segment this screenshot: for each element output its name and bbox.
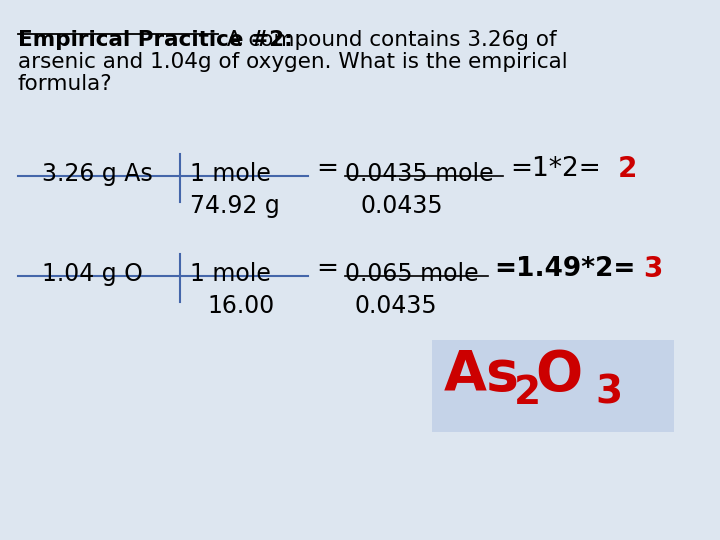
Text: =1.49*2=: =1.49*2=: [494, 256, 635, 282]
Text: 0.065 mole: 0.065 mole: [345, 262, 479, 286]
Text: formula?: formula?: [18, 74, 112, 94]
Text: 0.0435: 0.0435: [355, 294, 438, 318]
Text: =: =: [316, 156, 338, 182]
Text: 0.0435: 0.0435: [360, 194, 443, 218]
Text: Empirical Pracitice #2:: Empirical Pracitice #2:: [18, 30, 292, 50]
Text: 1.04 g O: 1.04 g O: [42, 262, 143, 286]
Text: 3.26 g As: 3.26 g As: [42, 162, 153, 186]
Text: 2: 2: [618, 155, 637, 183]
Text: 2: 2: [514, 374, 541, 412]
Text: arsenic and 1.04g of oxygen. What is the empirical: arsenic and 1.04g of oxygen. What is the…: [18, 52, 567, 72]
Text: 1 mole: 1 mole: [190, 262, 271, 286]
Text: 1 mole: 1 mole: [190, 162, 271, 186]
Text: =: =: [316, 256, 338, 282]
Text: 0.0435 mole: 0.0435 mole: [345, 162, 494, 186]
Text: A compound contains 3.26g of: A compound contains 3.26g of: [220, 30, 557, 50]
Text: 74.92 g: 74.92 g: [190, 194, 280, 218]
Text: O: O: [535, 348, 582, 402]
Text: =1*2=: =1*2=: [510, 156, 600, 182]
Text: 16.00: 16.00: [207, 294, 274, 318]
Text: As: As: [444, 348, 520, 402]
FancyBboxPatch shape: [432, 340, 674, 432]
Text: 3: 3: [643, 255, 662, 283]
Text: 3: 3: [595, 374, 622, 412]
